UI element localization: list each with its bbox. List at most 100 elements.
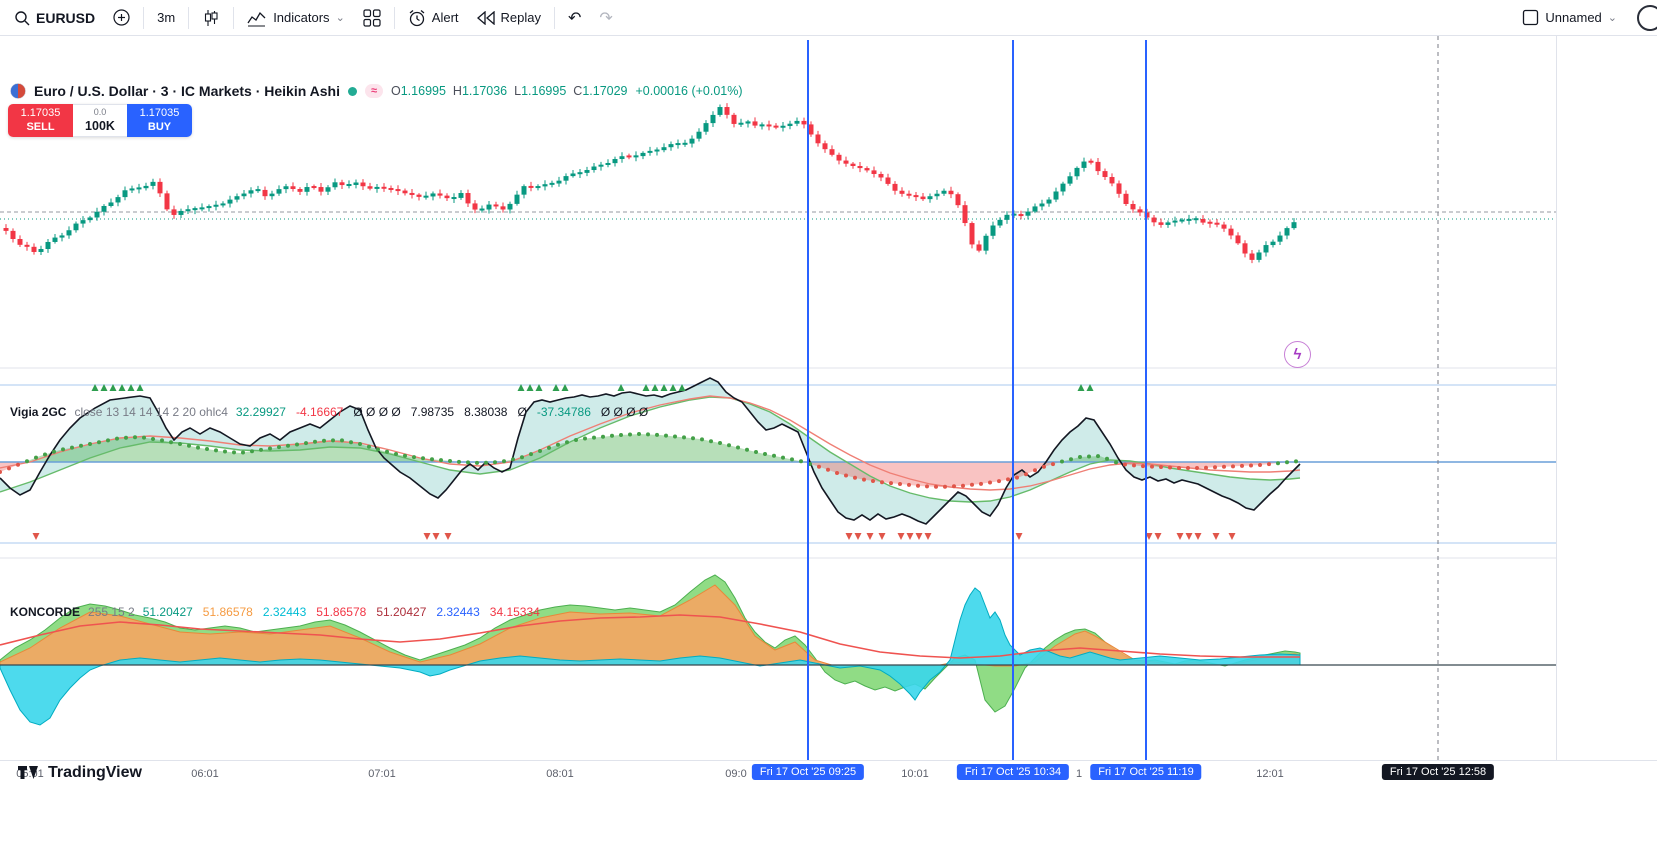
quantity-box[interactable]: 0.0 100K <box>73 104 127 137</box>
quantity-value: 100K <box>85 119 115 133</box>
replay-label: Replay <box>500 10 541 25</box>
chart-area: Euro / U.S. Dollar · 3 · IC Markets · He… <box>0 36 1657 781</box>
time-label: 07:01 <box>368 768 396 780</box>
time-label: 10:01 <box>901 768 929 780</box>
sell-button[interactable]: 1.17035 SELL <box>8 104 73 137</box>
vigia-params: close 13 14 14 14 2 20 ohlc4 <box>74 405 228 419</box>
replay-button[interactable]: Replay <box>469 4 549 32</box>
buy-button[interactable]: 1.17035 BUY <box>127 104 192 137</box>
indicator-value: 8.38038 <box>464 405 508 419</box>
change-value: +0.00016 (+0.01%) <box>635 84 743 98</box>
vigia-signals <box>32 384 1236 540</box>
indicator-value: 34.15334 <box>489 605 540 619</box>
redo-icon: ↷ <box>599 9 613 27</box>
vigia-values: 32.29927 -4.16667 Ø Ø Ø Ø 7.98735 8.38038 Ø -3… <box>236 405 648 419</box>
price-axis[interactable] <box>1556 36 1657 760</box>
time-marker: Fri 17 Oct '25 11:19 <box>1090 764 1202 780</box>
koncorde-title: KONCORDE <box>10 605 81 619</box>
indicators-button[interactable]: Indicators ⌄ <box>239 4 353 32</box>
tradingview-brand-text: TradingView <box>48 764 142 781</box>
wave-pill-icon: ≈ <box>365 84 383 98</box>
undo-icon: ↶ <box>567 9 582 27</box>
indicator-value: -37.34786 <box>536 405 591 419</box>
ohlc-item: C1.17029 <box>573 84 628 98</box>
ohlc-item: L1.16995 <box>514 84 567 98</box>
time-label: 12:01 <box>1256 768 1284 780</box>
toolbar-separator <box>143 6 145 29</box>
indicator-value: 7.98735 <box>410 405 455 419</box>
ohlc-item: O1.16995 <box>391 84 446 98</box>
alert-clock-icon <box>409 9 425 26</box>
redo-button[interactable]: ↷ <box>591 4 620 32</box>
account-circle-icon[interactable] <box>1637 4 1657 31</box>
grid-layout-icon <box>363 8 381 27</box>
buy-label: BUY <box>147 121 172 133</box>
indicator-value: 32.29927 <box>235 405 286 419</box>
interval-button[interactable]: 3m <box>149 4 183 32</box>
indicator-value: Ø Ø Ø Ø <box>353 405 401 419</box>
lightning-bolt-icon[interactable]: ϟ <box>1284 341 1311 368</box>
tradingview-glyph-icon <box>18 766 38 779</box>
time-axis[interactable]: 05:01 06:01 07:01 08:01 09:0 10:01 1 12:01 Fri 1… <box>0 760 1657 785</box>
alert-button[interactable]: Alert <box>400 4 467 32</box>
symbol-search-button[interactable]: EURUSD <box>6 4 103 32</box>
time-marker: Fri 17 Oct '25 12:58 <box>1381 764 1495 780</box>
indicator-value: Ø <box>517 405 527 419</box>
symbol-name: EURUSD <box>36 9 96 26</box>
indicator-value: 51.86578 <box>316 605 367 619</box>
chevron-down-icon: ⌄ <box>335 12 345 24</box>
chart-style-button[interactable] <box>194 4 228 32</box>
vigia-legend[interactable]: Vigia 2GC close 13 14 14 14 2 20 ohlc4 3… <box>10 405 648 419</box>
interval-label: 3m <box>157 10 176 25</box>
alert-label: Alert <box>431 10 459 25</box>
spread-value: 0.0 <box>93 107 107 117</box>
indicator-value: 2.32443 <box>436 605 480 619</box>
chevron-down-icon: ⌄ <box>1607 12 1617 24</box>
time-marker: Fri 17 Oct '25 10:34 <box>956 764 1070 780</box>
chart-title: Euro / U.S. Dollar · 3 · IC Markets · He… <box>34 83 340 99</box>
pane-dividers <box>0 367 1556 559</box>
koncorde-params: 255 15 2 <box>88 605 135 619</box>
price-levels <box>0 211 1556 220</box>
sell-label: SELL <box>26 121 55 133</box>
bottom-strip <box>0 785 1657 842</box>
tradingview-logo[interactable]: TradingView <box>18 764 142 782</box>
candlestick-icon <box>205 9 218 26</box>
plus-circle-icon <box>113 9 130 26</box>
layout-button[interactable]: Unnamed ⌄ <box>1514 4 1625 32</box>
koncorde-layer <box>0 574 1556 726</box>
indicator-value: 51.20427 <box>376 605 427 619</box>
vigia-layer <box>0 377 1556 544</box>
instrument-logo-icon <box>10 83 26 99</box>
toolbar-separator <box>233 6 235 29</box>
koncorde-legend[interactable]: KONCORDE 255 15 2 51.20427 51.86578 2.3244… <box>10 605 540 619</box>
search-icon <box>15 10 30 25</box>
ohlc-item: H1.17036 <box>452 84 508 98</box>
candles-layer <box>3 103 1297 264</box>
indicator-value: 51.86578 <box>202 605 253 619</box>
top-toolbar: EURUSD 3m Indicators ⌄ Alert Replay ↶ ↷ … <box>0 0 1657 36</box>
main-chart-legend[interactable]: Euro / U.S. Dollar · 3 · IC Markets · He… <box>10 83 743 99</box>
trade-panel: 1.17035 SELL 0.0 100K 1.17035 BUY <box>8 104 192 137</box>
koncorde-values: 51.20427 51.86578 2.32443 51.86578 51.20427 2… <box>143 605 540 619</box>
indicator-value: Ø Ø Ø Ø <box>600 405 649 419</box>
compare-add-button[interactable] <box>105 4 138 32</box>
templates-button[interactable] <box>355 4 389 32</box>
layout-name: Unnamed <box>1545 10 1602 25</box>
time-label: 08:01 <box>546 768 574 780</box>
undo-button[interactable]: ↶ <box>560 4 589 32</box>
status-dot-icon <box>348 86 357 96</box>
time-label: 1 <box>1075 768 1083 780</box>
vertical-markers <box>807 36 1439 760</box>
indicator-value: -4.16667 <box>295 405 344 419</box>
time-label: 09:0 <box>725 768 747 780</box>
vigia-dots <box>0 432 1298 489</box>
vigia-title: Vigia 2GC <box>10 405 67 419</box>
time-marker: Fri 17 Oct '25 09:25 <box>751 764 865 780</box>
toolbar-separator <box>188 6 190 29</box>
toolbar-separator <box>553 6 555 29</box>
buy-price: 1.17035 <box>139 107 180 119</box>
replay-icon <box>476 10 495 25</box>
toolbar-separator <box>393 6 395 29</box>
chart-canvas[interactable] <box>0 36 1556 760</box>
